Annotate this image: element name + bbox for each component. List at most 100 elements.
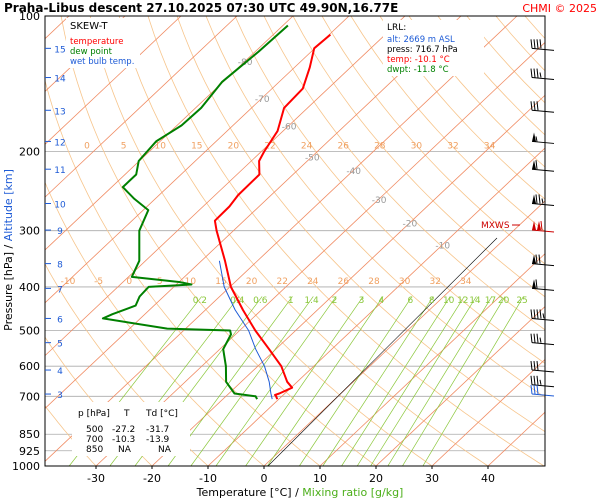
data-table: p [hPa] T Td [°C] 500 -27.2 -31.7 700 -1… [72,402,190,456]
isotherm-line [319,253,545,466]
wind-barb-pennant [532,221,536,231]
wind-barb-pennant [532,132,536,142]
wind-barb-full [530,101,533,111]
chart-grid: -80-70-60-50-40-30-20-100 5 10 15 20 22 24 26 28… [45,16,600,466]
wind-barb-half [541,198,544,204]
wind-barb-full [530,384,533,395]
dry-adiabat-label-200: 5 [121,141,127,151]
wind-barb-staff [531,109,555,113]
mixing-ratio-line [356,296,465,466]
legend-item-temperature: temperature [70,37,123,47]
wind-barb [530,384,555,397]
wind-barb-pennant [532,279,536,289]
wind-barb-staff [531,287,555,291]
legend-title: SKEW-T [70,21,108,32]
dry-adiabat-label-200: 34 [484,141,496,151]
pressure-tick-label: 400 [19,281,40,294]
mixing-ratio-line [190,296,314,466]
wind-barb [531,254,555,267]
dry-adiabat-label-400: 0 [126,277,132,287]
mixing-ratio-label: 0.2 [193,296,207,306]
pressure-tick-label: 925 [19,445,40,458]
y-axis-title-text: Pressure [hPa] / Altitude [km] [2,169,15,331]
table-cell-r0-p: 500 [86,425,103,435]
mixing-ratio-line [341,296,451,466]
mixing-ratio-label: 2 [332,296,338,306]
isotherm-label: -70 [255,95,270,105]
x-axis-title-temperature: Temperature [°C] [196,486,292,499]
dry-adiabat-label-400: 22 [276,277,287,287]
dry-adiabat-line [350,16,545,232]
wind-barb [530,360,555,373]
wind-barb-full [536,375,539,385]
wind-barb [531,160,555,172]
isotherm-label: -60 [282,122,297,132]
altitude-tick-label: 14 [54,75,66,85]
dry-adiabat-label-200: 22 [264,141,275,151]
legend: SKEW-T temperature dew point wet bulb te… [66,18,140,68]
wind-barb [530,375,555,388]
wind-barb [530,68,555,81]
dry-adiabat-label-400: 20 [246,277,258,287]
wind-barb-full [538,254,541,264]
x-axis-title-mixing-ratio: Mixing ratio [g/kg] [302,486,403,499]
pressure-tick-label: 1000 [12,460,40,473]
wind-barb-staff [531,168,555,172]
wind-barb-full [533,384,536,395]
dry-adiabat-line [292,16,545,298]
mixing-ratio-label: 8 [429,296,435,306]
plot-frame [44,15,546,467]
mixing-ratio-label: 0.6 [253,296,268,306]
wind-barb-full [535,254,538,264]
altitude-tick-label: 7 [57,285,63,295]
dry-adiabat-label-400: 10 [185,277,197,287]
pressure-tick-label: 850 [19,428,40,441]
y-axis-title-altitude: Altitude [km] [2,169,15,241]
dry-adiabat-label-400: 28 [368,277,380,287]
wind-barb-full [530,309,533,319]
mixing-ratio-label: 25 [516,296,527,306]
credit-label: CHMI © 2025 [522,2,597,15]
dry-adiabat-line [379,16,545,200]
mixing-ratio-label: 4 [379,296,385,306]
isotherm-line [45,16,462,410]
isotherm-line [95,41,545,466]
dry-adiabat-label-200: 28 [374,141,386,151]
wind-barb [531,220,555,233]
wind-barb-half [542,313,545,319]
isotherm-line [487,411,545,466]
wind-barb-full [535,160,538,170]
isotherm-label: -40 [346,167,361,177]
wind-barb-full [533,309,536,319]
wind-barb-full [539,39,542,49]
wind-barb-staff [531,369,555,373]
x-tick-label: -30 [87,472,105,485]
mixing-ratio-label: 1 [288,296,294,306]
chart-title: Praha-Libus descent 27.10.2025 07:30 UTC… [4,1,398,15]
y-axis-title: Pressure [hPa] / Altitude [km] [2,169,15,331]
wind-barb-pennant [532,254,536,264]
wind-barb-full [533,39,536,49]
y-axis-title-separator: / [2,241,15,252]
mixing-ratio-line [387,296,493,466]
wind-barb-pennant [537,221,541,231]
dry-adiabat-line [263,16,545,331]
reference-line [267,237,498,466]
x-tick-label: 0 [261,472,268,485]
wind-barb-full [536,39,539,49]
wind-barb-full [536,384,539,395]
y-axis-title-pressure: Pressure [hPa] [2,252,15,331]
wind-barb-staff [531,317,555,321]
altitude-tick-label: 10 [54,200,66,210]
wind-barb [530,101,555,113]
wind-barb-full [539,309,542,319]
dry-adiabat-line [45,181,265,466]
wind-barb-half [535,136,538,142]
isotherm-line [45,16,182,145]
mixing-ratio-label: 17 [485,296,496,306]
dry-adiabat-line [554,16,600,466]
dry-adiabat-line [176,16,545,433]
series-line-wet-bulb-temp- [218,260,273,400]
x-axis-title-separator: / [292,486,303,499]
altitude-tick-label: 15 [54,45,65,55]
